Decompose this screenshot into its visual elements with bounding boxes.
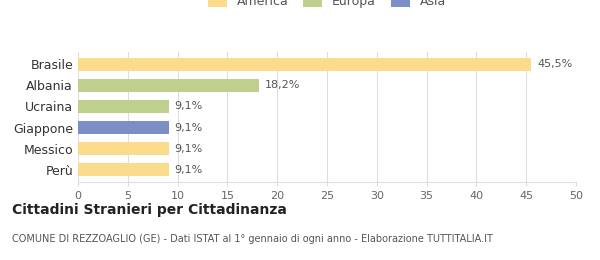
Text: 9,1%: 9,1% <box>175 165 203 175</box>
Bar <box>78 121 169 134</box>
Bar <box>78 142 169 155</box>
Bar <box>78 79 259 92</box>
Text: 9,1%: 9,1% <box>175 101 203 112</box>
Bar <box>78 100 169 113</box>
Legend: America, Europa, Asia: America, Europa, Asia <box>204 0 450 12</box>
Text: 18,2%: 18,2% <box>265 80 301 90</box>
Text: 45,5%: 45,5% <box>537 59 572 69</box>
Text: COMUNE DI REZZOAGLIO (GE) - Dati ISTAT al 1° gennaio di ogni anno - Elaborazione: COMUNE DI REZZOAGLIO (GE) - Dati ISTAT a… <box>12 234 493 244</box>
Text: 9,1%: 9,1% <box>175 144 203 154</box>
Text: Cittadini Stranieri per Cittadinanza: Cittadini Stranieri per Cittadinanza <box>12 203 287 217</box>
Text: 9,1%: 9,1% <box>175 122 203 133</box>
Bar <box>78 58 531 70</box>
Bar <box>78 164 169 176</box>
